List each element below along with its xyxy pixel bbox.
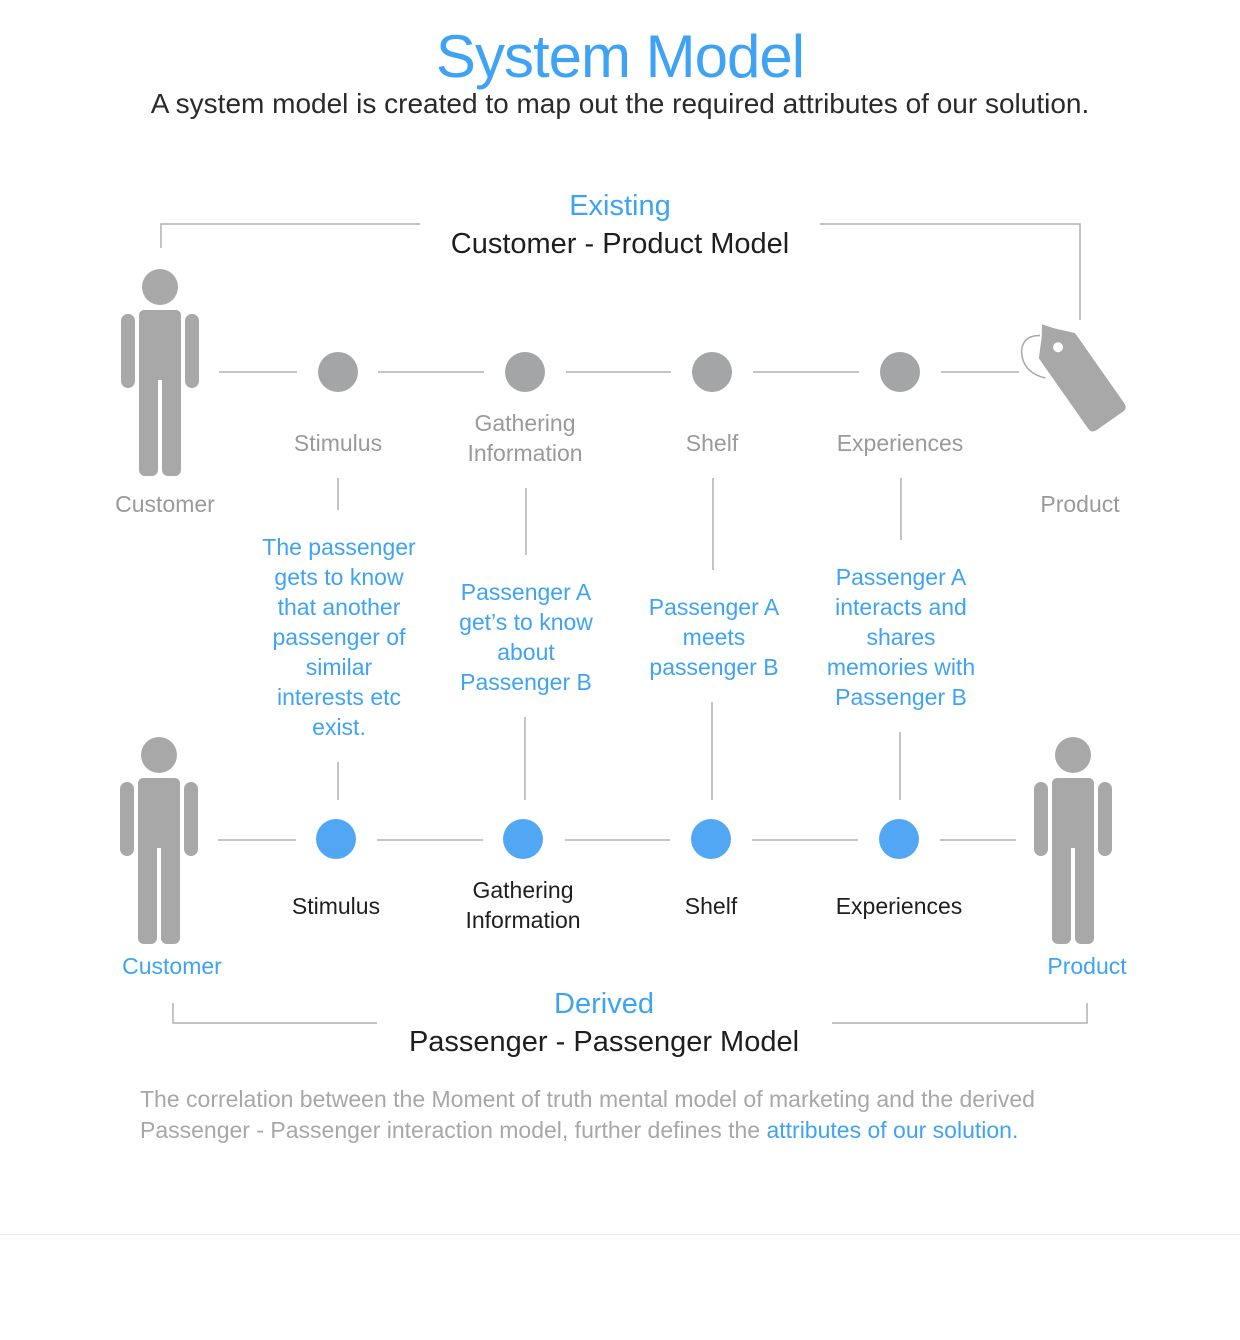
person-icon: [121, 269, 199, 476]
derived-node-shelf: [691, 819, 731, 859]
derived-node-gathering-information: [503, 819, 543, 859]
caption-text: The correlation between the Moment of tr…: [140, 1084, 1120, 1146]
existing-left-actor-label: Customer: [115, 491, 215, 517]
existing-bracket-right: [820, 223, 1081, 320]
existing-bracket-left: [160, 223, 420, 248]
caption-body: The correlation between the Moment of tr…: [140, 1086, 1035, 1143]
price-tag-icon: [1020, 324, 1126, 432]
existing-step-shelf: Shelf: [685, 430, 739, 456]
derived-model-name: Passenger - Passenger Model: [408, 1026, 800, 1058]
derived-left-actor-label: Customer: [122, 953, 222, 979]
derived-step-gathering-information: Gathering Information: [465, 877, 581, 933]
existing-node-stimulus: [318, 352, 358, 392]
existing-model-qualifier: Existing: [569, 190, 671, 222]
mapping-description-experiences: Passenger A interacts and shares memorie…: [826, 564, 976, 710]
derived-right-actor-label: Product: [1047, 953, 1127, 979]
person-icon: [1034, 737, 1112, 944]
existing-model-name: Customer - Product Model: [450, 228, 790, 260]
derived-step-stimulus: Stimulus: [291, 893, 381, 919]
mapping-description-stimulus: The passenger gets to know that another …: [262, 534, 416, 740]
existing-node-experiences: [880, 352, 920, 392]
page-subtitle: A system model is created to map out the…: [150, 88, 1090, 119]
mapping-description-gathering-information: Passenger A get’s to know about Passenge…: [459, 579, 593, 695]
existing-right-actor-label: Product: [1040, 491, 1120, 517]
existing-node-gathering-information: [505, 352, 545, 392]
existing-step-experiences: Experiences: [836, 430, 964, 456]
derived-model-qualifier: Derived: [554, 988, 654, 1020]
existing-step-stimulus: Stimulus: [293, 430, 383, 456]
person-icon: [120, 737, 198, 944]
existing-node-shelf: [692, 352, 732, 392]
derived-node-experiences: [879, 819, 919, 859]
derived-step-experiences: Experiences: [835, 893, 963, 919]
page-title: System Model: [435, 23, 805, 90]
caption-highlight: attributes of our solution.: [766, 1117, 1019, 1143]
derived-bracket-left: [172, 1003, 377, 1024]
derived-node-stimulus: [316, 819, 356, 859]
existing-step-gathering-information: Gathering Information: [467, 410, 583, 466]
mapping-description-shelf: Passenger A meets passenger B: [648, 594, 780, 680]
derived-step-shelf: Shelf: [684, 893, 738, 919]
bottom-divider: [0, 1234, 1240, 1235]
derived-bracket-right: [832, 1003, 1088, 1024]
